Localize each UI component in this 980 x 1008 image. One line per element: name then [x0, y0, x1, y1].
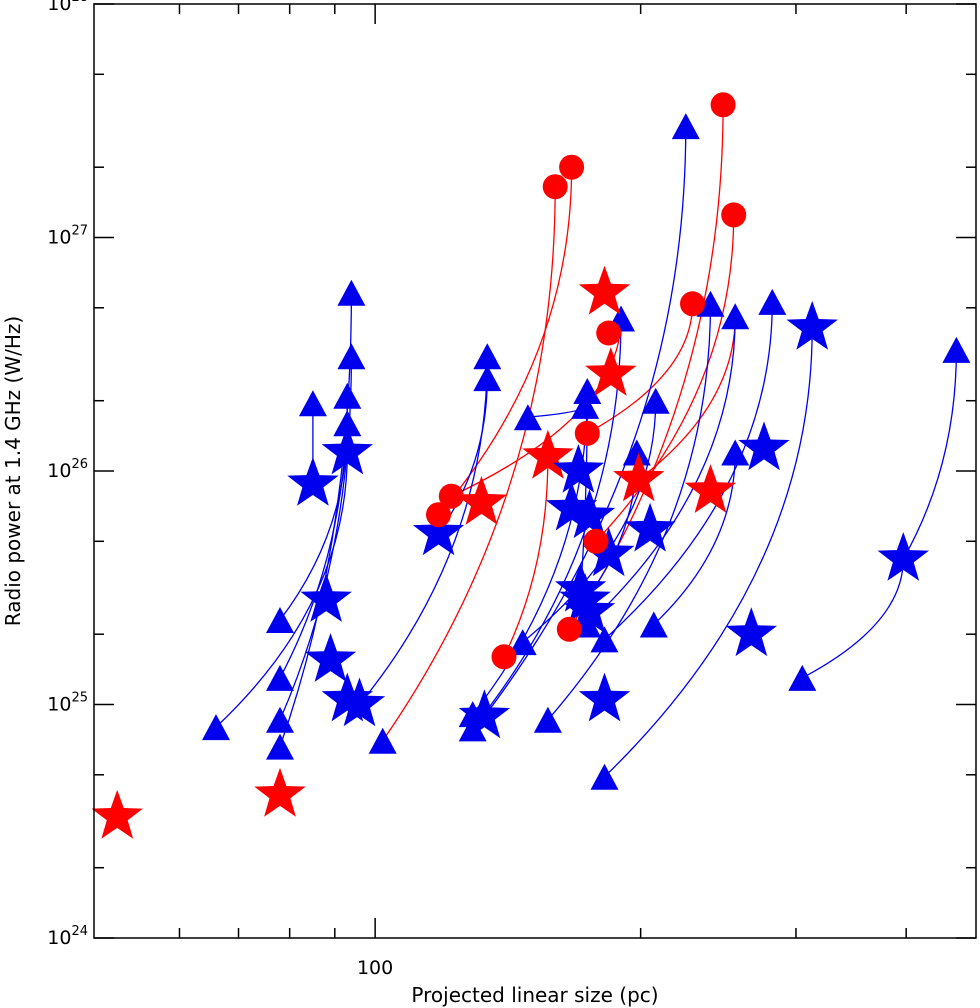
- blue-star-marker: [563, 489, 616, 539]
- blue-triangle-marker: [333, 382, 362, 409]
- red-track-line: [382, 186, 556, 742]
- x-tick-label: 100: [357, 957, 393, 979]
- blue-star-marker: [578, 672, 631, 722]
- red-circle-marker: [559, 154, 585, 180]
- blue-triangle-marker: [473, 365, 502, 392]
- blue-track-line: [279, 356, 353, 721]
- blue-triangle-marker: [368, 727, 397, 754]
- blue-star-marker: [877, 532, 929, 581]
- blue-triangle-marker: [622, 439, 651, 466]
- blue-track-line: [801, 558, 904, 679]
- axis-tick-labels: 1024 1025 1026 1027 1028 100: [47, 0, 393, 979]
- blue-triangle-marker: [513, 404, 542, 431]
- y-axis-label: Radio power at 1.4 GHz (W/Hz): [1, 316, 25, 626]
- axis-ticks: [94, 3, 976, 939]
- red-track-line: [638, 316, 736, 481]
- blue-track-line: [472, 390, 588, 715]
- blue-star-marker: [786, 300, 838, 350]
- blue-star-marker: [304, 633, 357, 682]
- blue-track-line: [586, 316, 736, 625]
- blue-triangle-marker: [266, 706, 294, 733]
- blue-triangle-marker: [333, 410, 362, 437]
- blue-triangle-marker: [337, 343, 366, 370]
- red-star-marker: [578, 265, 631, 315]
- blue-track-line: [483, 126, 687, 717]
- red-circle-marker: [556, 616, 582, 642]
- blue-triangle-marker: [696, 290, 725, 317]
- red-circle-marker: [583, 528, 609, 554]
- blue-triangle-marker: [590, 763, 619, 790]
- blue-triangle-marker: [571, 392, 600, 419]
- blue-triangle-marker: [758, 288, 787, 315]
- red-star-marker: [91, 789, 143, 839]
- red-track-line: [586, 303, 694, 434]
- blue-triangle-marker: [573, 378, 602, 404]
- blue-triangle-marker: [641, 387, 670, 414]
- y-tick-label: 1027: [47, 224, 88, 249]
- blue-track-line: [653, 452, 736, 625]
- red-circle-marker: [438, 483, 464, 509]
- y-tick-label: 1024: [47, 924, 88, 949]
- blue-star-marker: [563, 584, 616, 634]
- blue-star-marker: [321, 425, 373, 475]
- blue-track-line: [358, 356, 488, 705]
- red-star-marker: [585, 347, 637, 396]
- red-star-marker: [254, 767, 306, 817]
- blue-triangle-marker: [721, 303, 750, 330]
- red-track-line: [438, 167, 573, 516]
- blue-triangle-marker: [266, 607, 294, 633]
- x-axis-label: Projected linear size (pc): [411, 983, 658, 1007]
- blue-triangle-marker: [639, 611, 668, 638]
- red-circle-marker: [596, 320, 622, 346]
- red-track-line: [595, 214, 735, 542]
- blue-triangle-marker: [533, 706, 562, 733]
- blue-triangle-marker: [202, 714, 230, 741]
- blue-star-marker: [552, 444, 605, 493]
- blue-triangle-marker: [721, 439, 750, 466]
- blue-star-marker: [725, 607, 777, 657]
- blue-triangle-marker: [266, 733, 294, 760]
- blue-star-marker: [412, 506, 465, 556]
- blue-triangle-marker: [788, 664, 817, 691]
- data-markers: [91, 92, 971, 839]
- red-circle-marker: [491, 644, 517, 670]
- blue-triangle-marker: [266, 664, 294, 691]
- blue-triangle-marker: [942, 336, 971, 363]
- red-circle-marker: [710, 92, 736, 118]
- red-star-marker: [684, 464, 737, 513]
- red-star-marker: [522, 429, 574, 479]
- blue-star-marker: [738, 421, 790, 471]
- blue-triangle-marker: [337, 279, 366, 306]
- red-star-marker: [455, 475, 508, 525]
- blue-star-marker: [300, 573, 352, 622]
- red-circle-marker: [680, 291, 705, 317]
- y-tick-label: 1025: [47, 691, 88, 716]
- blue-star-marker: [545, 481, 598, 531]
- red-circle-marker: [426, 502, 451, 528]
- blue-track-line: [902, 349, 958, 560]
- blue-track-line: [604, 301, 773, 640]
- blue-triangle-marker: [298, 390, 327, 417]
- red-track-line: [503, 456, 549, 658]
- blue-triangle-marker: [671, 113, 700, 140]
- blue-triangle-marker: [473, 343, 502, 370]
- blue-track-line: [522, 400, 657, 643]
- red-circle-marker: [574, 420, 600, 446]
- red-circle-marker: [721, 202, 747, 228]
- red-circle-marker: [542, 174, 568, 200]
- blue-track-line: [604, 327, 813, 778]
- blue-star-marker: [624, 502, 676, 552]
- red-star-marker: [613, 452, 665, 502]
- y-tick-label: 1026: [47, 457, 88, 482]
- blue-star-marker: [333, 677, 386, 727]
- blue-triangle-marker: [508, 629, 537, 656]
- blue-track-line: [279, 395, 348, 679]
- y-tick-label: 1028: [47, 0, 88, 15]
- blue-star-marker: [458, 689, 511, 739]
- blue-star-marker: [287, 457, 339, 506]
- blue-star-marker: [583, 527, 635, 577]
- blue-triangle-marker: [590, 626, 619, 653]
